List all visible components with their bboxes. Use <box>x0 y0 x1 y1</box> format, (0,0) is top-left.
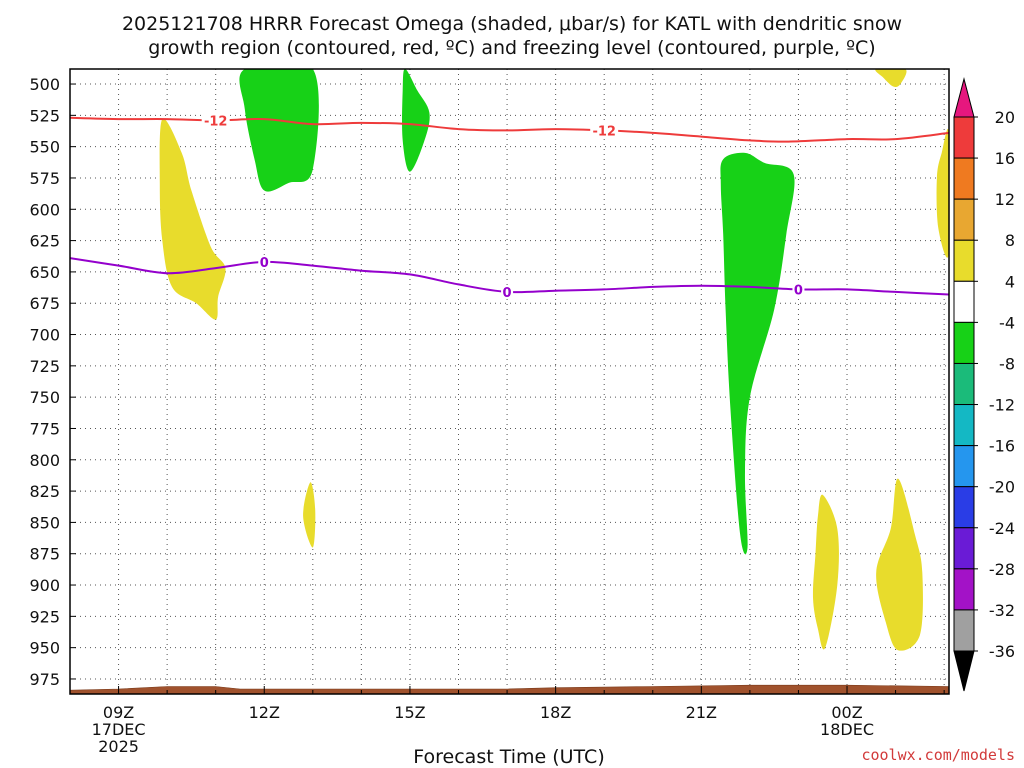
y-tick-label-725: 725 <box>29 357 60 376</box>
omega-region-rising-1 <box>239 69 319 192</box>
y-tick-label-575: 575 <box>29 169 60 188</box>
colorbar-label-4: 4 <box>1005 272 1015 291</box>
colorbar-swatch-5 <box>953 321 975 364</box>
y-axis: 500 525 550 575 600 625 650 675 700 725 750 775 800 8… <box>29 75 76 689</box>
x-axis-label: Forecast Time (UTC) <box>413 746 604 768</box>
x-tick-label-21-0: 21Z <box>686 703 717 722</box>
y-tick-label-875: 875 <box>29 545 60 564</box>
colorbar: 20 16 12 8 4 -4 -8 -12 -16 -20 -24 -28 -32 -36 <box>953 77 1015 692</box>
colorbar-swatch-2 <box>953 198 975 241</box>
colorbar-label-11: -28 <box>989 560 1015 579</box>
y-tick-label-525: 525 <box>29 106 60 125</box>
chart-title-line-1: 2025121708 HRRR Forecast Omega (shaded, … <box>122 13 902 35</box>
y-tick-label-800: 800 <box>29 451 60 470</box>
contour-label-freezing-2: 0 <box>794 283 803 298</box>
plot-frame <box>69 68 950 695</box>
colorbar-swatch-7 <box>953 404 975 447</box>
colorbar-label-13: -36 <box>989 642 1015 661</box>
contour-label-bg-dgz-1 <box>590 123 619 138</box>
colorbar-label-2: 12 <box>995 190 1015 209</box>
x-tick-label-18-0: 18Z <box>540 703 571 722</box>
y-tick-label-950: 950 <box>29 639 60 658</box>
colorbar-swatch-min <box>953 650 975 692</box>
credit-text: coolwx.com/models <box>861 746 1015 764</box>
contour-label-bg-freezing-2 <box>792 282 805 297</box>
colorbar-swatch-9 <box>953 486 975 529</box>
y-tick-label-650: 650 <box>29 263 60 282</box>
y-tick-label-600: 600 <box>29 200 60 219</box>
x-tick-label-9-0: 09Z <box>103 703 134 722</box>
contour-label-freezing-1: 0 <box>503 286 512 301</box>
colorbar-label-6: -8 <box>999 354 1015 373</box>
omega-region-rising-3 <box>720 152 795 555</box>
plot-area <box>70 69 949 694</box>
colorbar-label-8: -16 <box>989 437 1015 456</box>
omega-region-sinking-6 <box>936 128 949 258</box>
colorbar-label-12: -32 <box>989 601 1015 620</box>
y-tick-label-900: 900 <box>29 576 60 595</box>
contour-labels: -12 -12 0 0 0 <box>201 113 805 301</box>
contour-label-freezing-0: 0 <box>260 256 269 271</box>
contour-label-dgz-0: -12 <box>204 114 228 129</box>
omega-shading <box>159 69 949 651</box>
omega-region-sinking-5 <box>876 478 923 651</box>
y-tick-label-675: 675 <box>29 294 60 313</box>
x-tick-label-12-0: 12Z <box>249 703 280 722</box>
y-tick-label-925: 925 <box>29 607 60 626</box>
colorbar-swatch-max <box>953 77 975 118</box>
chart-title-line-2: growth region (contoured, red, ºC) and f… <box>148 37 875 59</box>
colorbar-label-5: -4 <box>999 313 1015 332</box>
colorbar-label-0: 20 <box>995 108 1015 127</box>
x-tick-label-9-2: 2025 <box>98 737 139 756</box>
omega-region-rising-2 <box>402 69 430 172</box>
colorbar-label-7: -12 <box>989 396 1015 415</box>
omega-region-sinking-3 <box>812 494 839 650</box>
terrain-surface <box>70 684 949 694</box>
y-tick-label-750: 750 <box>29 388 60 407</box>
y-tick-label-775: 775 <box>29 419 60 438</box>
omega-region-sinking-4 <box>875 69 907 87</box>
colorbar-swatch-0 <box>953 116 975 159</box>
colorbar-swatch-8 <box>953 445 975 488</box>
colorbar-label-3: 8 <box>1005 231 1015 250</box>
x-tick-label-9-1: 17DEC <box>92 720 146 739</box>
x-tick-label-15-0: 15Z <box>394 703 425 722</box>
y-tick-label-825: 825 <box>29 482 60 501</box>
colorbar-label-1: 16 <box>995 149 1015 168</box>
terrain-layer <box>70 684 949 694</box>
y-tick-label-550: 550 <box>29 138 60 157</box>
colorbar-swatch-1 <box>953 157 975 200</box>
contour-label-bg-freezing-1 <box>501 284 514 299</box>
contour-label-bg-dgz-0 <box>201 113 230 128</box>
colorbar-swatch-12 <box>953 609 975 652</box>
omega-region-sinking-2 <box>303 482 316 548</box>
x-tick-label-24-1: 18DEC <box>820 720 874 739</box>
y-tick-label-850: 850 <box>29 513 60 532</box>
colorbar-swatch-11 <box>953 568 975 611</box>
x-tick-label-24-0: 00Z <box>831 703 862 722</box>
y-tick-label-975: 975 <box>29 670 60 689</box>
colorbar-swatch-10 <box>953 527 975 570</box>
contour-label-bg-freezing-0 <box>258 254 271 269</box>
y-tick-label-700: 700 <box>29 326 60 345</box>
contour-label-dgz-1: -12 <box>592 124 616 139</box>
colorbar-swatch-3 <box>953 239 975 282</box>
colorbar-swatch-6 <box>953 362 975 406</box>
colorbar-label-10: -24 <box>989 519 1015 538</box>
y-tick-label-500: 500 <box>29 75 60 94</box>
y-tick-label-625: 625 <box>29 232 60 251</box>
colorbar-swatch-4 <box>953 280 975 323</box>
colorbar-label-9: -20 <box>989 478 1015 497</box>
